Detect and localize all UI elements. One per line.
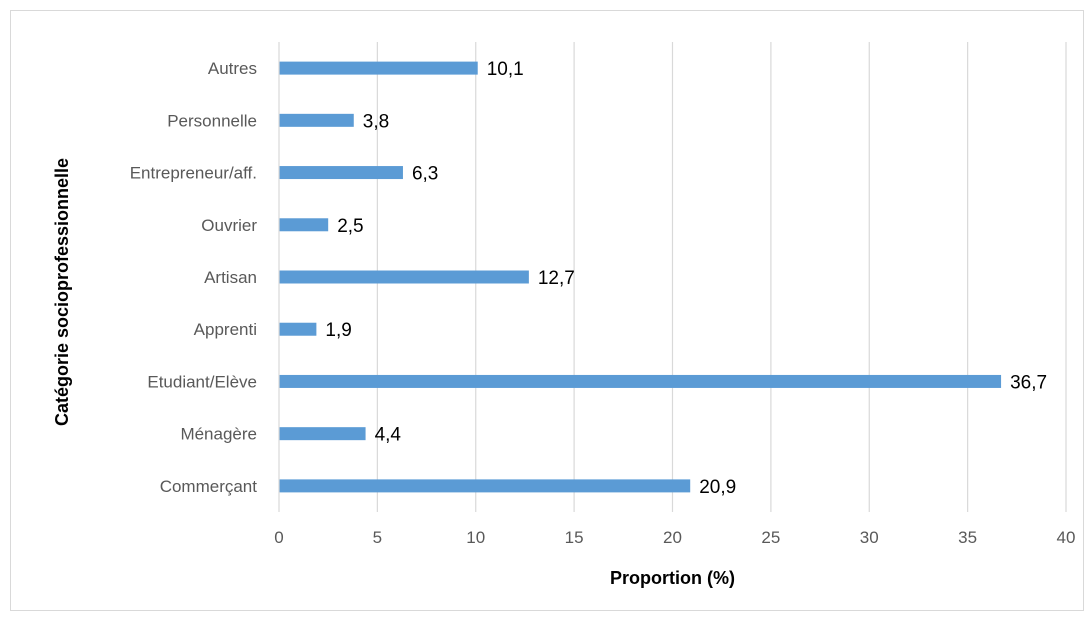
x-tick-label: 15 <box>565 528 584 547</box>
data-label: 6,3 <box>412 164 438 185</box>
bar <box>279 479 691 493</box>
bar <box>279 427 366 441</box>
data-label: 2,5 <box>337 216 363 237</box>
y-axis-title: Catégorie socioprofessionnelle <box>52 158 72 426</box>
category-label: Autres <box>208 59 257 78</box>
x-tick-label: 20 <box>663 528 682 547</box>
x-tick-label: 25 <box>761 528 780 547</box>
x-axis-title: Proportion (%) <box>610 568 735 588</box>
data-label: 4,4 <box>375 425 402 446</box>
category-label: Entrepreneur/aff. <box>130 164 257 183</box>
data-labels: 20,9 4,4 36,7 1,9 12,7 2,5 6,3 3,8 10,1 <box>325 59 1047 498</box>
gridlines <box>376 42 1067 512</box>
data-label: 10,1 <box>487 59 524 80</box>
x-tick-label: 35 <box>958 528 977 547</box>
category-label: Ménagère <box>180 425 257 444</box>
category-label: Artisan <box>204 268 257 287</box>
bar <box>279 166 403 180</box>
data-label: 3,8 <box>363 111 389 132</box>
category-label: Personnelle <box>167 111 257 130</box>
x-axis-ticks: 0 5 10 15 20 25 30 35 40 <box>274 528 1075 547</box>
x-tick-label: 10 <box>466 528 485 547</box>
bar <box>279 61 478 75</box>
x-tick-label: 5 <box>373 528 382 547</box>
x-tick-label: 30 <box>860 528 879 547</box>
bar <box>279 374 1002 388</box>
bars <box>279 61 1002 493</box>
x-tick-label: 40 <box>1057 528 1076 547</box>
category-label: Ouvrier <box>201 216 257 235</box>
chart-frame <box>10 10 1084 611</box>
data-label: 1,9 <box>325 320 351 341</box>
y-axis-categories: Commerçant Ménagère Etudiant/Elève Apprenti… <box>130 59 258 496</box>
bar <box>279 270 529 284</box>
bar <box>279 113 354 127</box>
bar <box>279 322 317 336</box>
bar <box>279 218 329 232</box>
data-label: 12,7 <box>538 268 575 289</box>
category-label: Commerçant <box>160 477 258 496</box>
category-label: Etudiant/Elève <box>147 372 257 391</box>
data-label: 36,7 <box>1010 372 1047 393</box>
x-tick-label: 0 <box>274 528 283 547</box>
data-label: 20,9 <box>699 477 736 498</box>
category-label: Apprenti <box>194 320 257 339</box>
